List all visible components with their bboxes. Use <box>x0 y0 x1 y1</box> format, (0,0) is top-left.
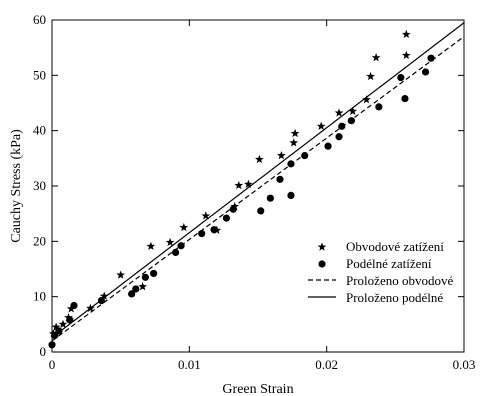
star-marker <box>316 121 326 130</box>
star-marker <box>348 106 358 116</box>
x-axis-label: Green Strain <box>222 382 293 396</box>
circle-marker <box>338 122 346 130</box>
circle-marker <box>177 242 185 250</box>
circle-marker <box>301 151 309 160</box>
star-marker <box>179 222 189 232</box>
circle-marker <box>128 290 136 298</box>
circle-marker <box>141 273 149 281</box>
star-marker <box>234 180 244 190</box>
legend: Obvodové zatížení Podélné zatížení Prolože… <box>308 239 453 305</box>
x-tick-label: 0 <box>49 357 56 372</box>
circle-marker <box>276 175 284 183</box>
y-tick-label: 10 <box>33 289 46 304</box>
star-marker <box>290 128 300 138</box>
circle-marker <box>70 301 78 310</box>
y-tick-label: 40 <box>33 123 46 138</box>
x-tick-label: 0.02 <box>315 357 338 372</box>
star-marker <box>366 71 375 81</box>
circle-marker <box>421 68 430 76</box>
star-marker <box>401 50 411 60</box>
star-marker <box>146 241 156 251</box>
circle-marker <box>324 142 332 150</box>
circle-marker <box>335 133 343 141</box>
circle-marker <box>229 205 237 213</box>
circle-marker <box>198 229 206 238</box>
circle-marker <box>97 296 106 305</box>
circle-marker <box>287 160 295 168</box>
star-marker <box>58 319 68 329</box>
circle-marker <box>427 54 435 62</box>
star-marker <box>334 108 344 117</box>
y-tick-label: 60 <box>33 12 46 27</box>
star-marker <box>51 322 61 331</box>
circle-marker <box>48 341 56 349</box>
star-marker <box>289 138 299 147</box>
circle-marker <box>66 316 74 324</box>
star-marker <box>276 150 286 160</box>
fit-line-longitudinal <box>52 22 464 339</box>
y-tick-label: 20 <box>33 233 46 248</box>
legend-label: Obvodové zatížení <box>346 239 444 254</box>
x-tick-label: 0.03 <box>453 357 476 372</box>
star-marker <box>201 211 211 220</box>
circle-marker <box>210 226 218 234</box>
star-marker <box>255 154 264 164</box>
fit-line-circumferential <box>52 36 464 342</box>
x-tick-label: 0.01 <box>178 357 201 372</box>
star-marker <box>66 304 76 313</box>
star-marker <box>401 29 411 39</box>
star-marker <box>371 53 381 62</box>
circle-marker <box>257 207 265 215</box>
circle-marker <box>347 117 355 125</box>
legend-circle-symbol <box>318 260 326 268</box>
x-axis-ticks: 0 0.01 0.02 0.03 <box>49 20 476 372</box>
circle-marker <box>222 214 231 222</box>
y-axis-ticks: 0 10 20 30 40 50 60 <box>33 12 464 359</box>
circle-marker <box>132 285 140 293</box>
circle-marker <box>150 269 158 278</box>
legend-label: Podélné zatížení <box>346 256 432 271</box>
data-markers <box>48 29 435 349</box>
circle-marker <box>375 103 383 111</box>
star-marker <box>244 179 253 189</box>
y-tick-label: 30 <box>33 178 46 193</box>
circle-marker <box>287 191 295 200</box>
star-marker <box>138 282 148 291</box>
star-marker <box>165 237 175 247</box>
y-tick-label: 0 <box>40 344 47 359</box>
legend-star-symbol <box>317 242 327 251</box>
star-marker <box>362 95 371 104</box>
fit-lines <box>52 22 464 342</box>
y-tick-label: 50 <box>33 67 46 82</box>
legend-label: Proloženo podélné <box>346 290 443 305</box>
circle-marker <box>401 94 409 103</box>
legend-label: Proloženo obvodové <box>346 273 453 288</box>
circle-marker <box>397 73 405 82</box>
circle-marker <box>55 327 63 335</box>
star-marker <box>116 270 126 279</box>
y-axis-label: Cauchy Stress (kPa) <box>9 129 24 243</box>
circle-marker <box>172 248 180 256</box>
star-marker <box>86 303 95 313</box>
star-marker <box>99 291 109 300</box>
circle-marker <box>266 194 274 202</box>
